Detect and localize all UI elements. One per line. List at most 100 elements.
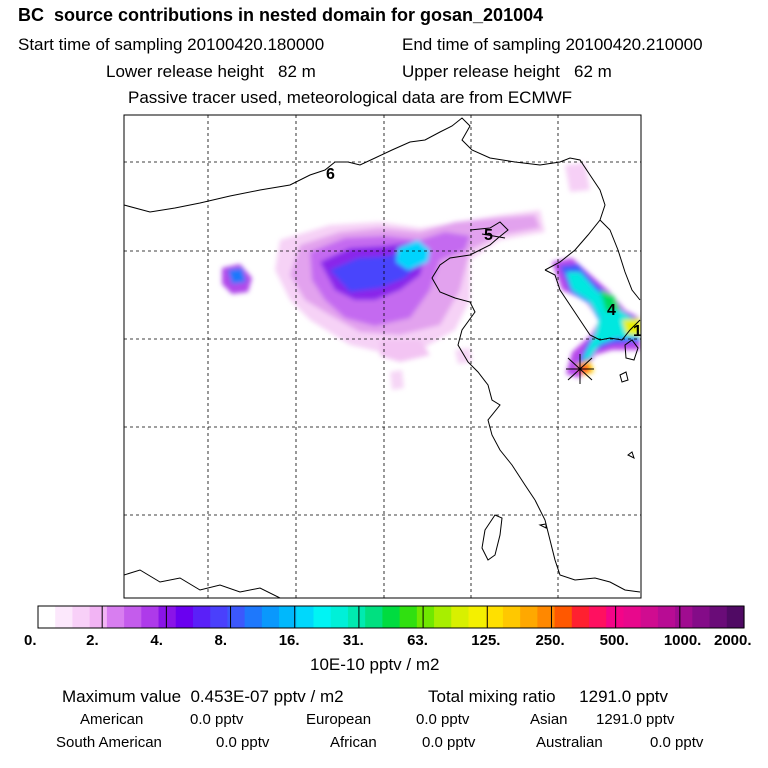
japan-kyushu [624, 339, 639, 361]
colorbar-swatch [468, 606, 487, 628]
colorbar-swatch [365, 606, 383, 628]
coast-north-border [124, 117, 606, 271]
region-value: 1291.0 pptv [596, 711, 675, 728]
max-value: Maximum value 0.453E-07 pptv / m2 [62, 687, 344, 706]
lower-release-height: Lower release height 82 m [106, 62, 316, 81]
colorbar-tick-label: 0. [24, 632, 37, 649]
island-a [619, 371, 629, 383]
colorbar-tick-label: 2. [86, 632, 99, 649]
island-c [538, 523, 547, 529]
plume-haze-spot-a [390, 370, 404, 390]
region-value: 0.0 pptv [190, 711, 244, 728]
chart-title: BC source contributions in nested domain… [18, 5, 544, 25]
colorbar-swatch [692, 606, 711, 628]
coast-southwest [124, 569, 281, 598]
lat-lon-grid [124, 115, 641, 598]
region-name: South American [56, 734, 162, 751]
region-name: Asian [530, 711, 568, 728]
colorbar-swatch [72, 606, 91, 628]
colorbar-swatch [296, 606, 315, 628]
coast-korea-east [599, 219, 641, 301]
plume-cyan [396, 240, 430, 270]
end-time-label: End time of sampling 20100420.210000 [402, 35, 703, 54]
colorbar-swatch [434, 606, 452, 628]
plume-korea-yellow [622, 318, 640, 336]
colorbar-swatch [726, 606, 745, 628]
track-label-5: 5 [484, 227, 493, 244]
start-time-label: Start time of sampling 20100420.180000 [18, 35, 325, 54]
region-value: 0.0 pptv [422, 734, 476, 751]
colorbar-swatch [485, 606, 504, 628]
tracer-note: Passive tracer used, meteorological data… [128, 88, 573, 107]
colorbar-tick-label: 250. [535, 632, 564, 649]
colorbar-swatch [89, 606, 108, 628]
region-value: 0.0 pptv [216, 734, 270, 751]
plume-haze-south [380, 340, 430, 362]
colorbar-swatch [279, 606, 297, 628]
colorbar-swatch [675, 606, 693, 628]
colorbar-swatch [640, 606, 659, 628]
colorbar-ticks: 0. 2. 4. 8. 16. 31. 63. 125. 250. 500. 1000. 2000. [24, 606, 752, 649]
island-b [627, 451, 635, 459]
colorbar-tick-label: 125. [471, 632, 500, 649]
colorbar-swatch [589, 606, 607, 628]
track-label-4: 4 [607, 302, 616, 319]
track-line-5 [481, 233, 506, 239]
colorbar-swatch [141, 606, 160, 628]
plume-korea-green [600, 290, 620, 312]
track-label-6: 6 [326, 166, 335, 183]
coast-bohai [431, 221, 536, 501]
colorbar-swatch [210, 606, 229, 628]
colorbar-tick-label: 31. [343, 632, 364, 649]
coastlines [124, 117, 641, 598]
colorbar-tick-label: 2000. [714, 632, 752, 649]
colorbar-swatch [657, 606, 676, 628]
colorbar-swatch [175, 606, 194, 628]
track-label-1: 1 [633, 323, 642, 340]
region-value: 0.0 pptv [416, 711, 470, 728]
region-value: 0.0 pptv [650, 734, 704, 751]
colorbar [38, 606, 745, 628]
colorbar-swatch [623, 606, 642, 628]
colorbar-tick-label: 1000. [664, 632, 702, 649]
plume-layer [222, 163, 640, 390]
colorbar-swatch [313, 606, 332, 628]
colorbar-tick-label: 8. [215, 632, 228, 649]
colorbar-tick-label: 500. [600, 632, 629, 649]
colorbar-swatch [106, 606, 125, 628]
colorbar-unit: 10E-10 pptv / m2 [310, 655, 440, 674]
region-name: American [80, 711, 144, 728]
colorbar-swatch [537, 606, 556, 628]
receptor-star-icon [566, 354, 594, 384]
colorbar-swatch [416, 606, 435, 628]
upper-release-height: Upper release height 62 m [402, 62, 612, 81]
colorbar-swatch [261, 606, 280, 628]
colorbar-swatch [382, 606, 401, 628]
colorbar-tick-label: 4. [150, 632, 163, 649]
colorbar-swatch [451, 606, 470, 628]
colorbar-swatch [55, 606, 74, 628]
colorbar-swatch [502, 606, 521, 628]
colorbar-swatch [554, 606, 573, 628]
plume-korea-cyan [566, 272, 640, 360]
coast-south-china [534, 499, 641, 593]
colorbar-swatch [347, 606, 366, 628]
plume-west-core [228, 268, 246, 284]
colorbar-swatch [38, 606, 56, 628]
colorbar-swatch [158, 606, 177, 628]
colorbar-swatch [124, 606, 142, 628]
colorbar-swatch [227, 606, 246, 628]
region-name: Australian [536, 734, 603, 751]
colorbar-swatch [399, 606, 418, 628]
colorbar-swatch [192, 606, 211, 628]
region-name: European [306, 711, 372, 728]
region-name: African [330, 734, 377, 751]
colorbar-swatch [571, 606, 590, 628]
colorbar-swatch [330, 606, 349, 628]
colorbar-swatch [709, 606, 728, 628]
map-frame [123, 114, 642, 599]
taiwan [481, 514, 503, 561]
total-mixing-ratio: Total mixing ratio 1291.0 pptv [428, 687, 669, 706]
colorbar-swatch [244, 606, 263, 628]
